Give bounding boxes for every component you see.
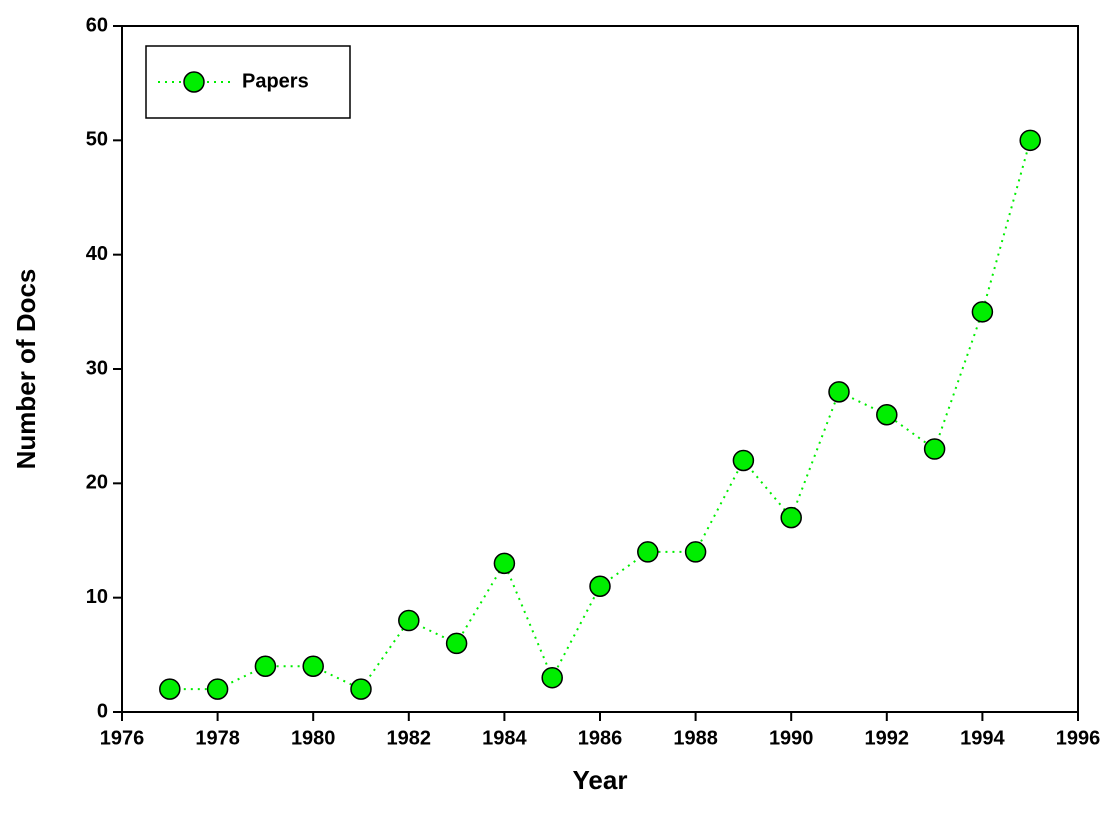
marker	[541, 666, 563, 689]
legend-marker	[183, 71, 205, 93]
x-tick-label: 1994	[960, 727, 1005, 749]
y-tick-label: 20	[86, 472, 108, 494]
y-tick-label: 50	[86, 129, 108, 151]
marker	[971, 301, 994, 323]
x-tick-label: 1986	[578, 727, 623, 749]
marker	[254, 655, 277, 678]
marker	[589, 575, 611, 597]
x-tick-label: 1978	[195, 727, 240, 749]
y-tick-label: 10	[86, 586, 108, 608]
marker	[732, 449, 755, 472]
x-tick-label: 1982	[387, 727, 432, 749]
marker	[159, 678, 181, 700]
plot-frame	[121, 25, 1079, 713]
y-axis-title: Number of Docs	[11, 269, 41, 470]
x-tick-label: 1996	[1056, 727, 1101, 749]
y-tick-label: 30	[86, 357, 108, 379]
y-tick-label: 40	[86, 243, 108, 265]
marker	[445, 632, 468, 655]
marker	[493, 552, 516, 575]
marker	[350, 678, 372, 700]
y-tick-label: 0	[97, 700, 108, 722]
marker	[780, 506, 802, 529]
x-tick-label: 1990	[769, 727, 814, 749]
marker	[302, 655, 324, 678]
x-axis-title: Year	[573, 765, 628, 795]
legend-label: Papers	[242, 70, 309, 92]
legend-box	[145, 45, 351, 119]
x-tick-label: 1980	[291, 727, 336, 749]
marker	[684, 541, 707, 563]
y-tick-label: 60	[86, 14, 108, 36]
marker	[876, 403, 898, 426]
marker	[637, 541, 659, 563]
x-tick-label: 1984	[482, 727, 527, 749]
x-tick-label: 1992	[865, 727, 910, 749]
x-tick-label: 1976	[100, 727, 145, 749]
marker	[398, 609, 420, 632]
x-tick-label: 1988	[673, 727, 718, 749]
marker	[828, 381, 850, 403]
marker	[206, 678, 229, 700]
marker	[1019, 129, 1041, 152]
series-line	[169, 140, 1032, 691]
marker	[923, 438, 946, 460]
